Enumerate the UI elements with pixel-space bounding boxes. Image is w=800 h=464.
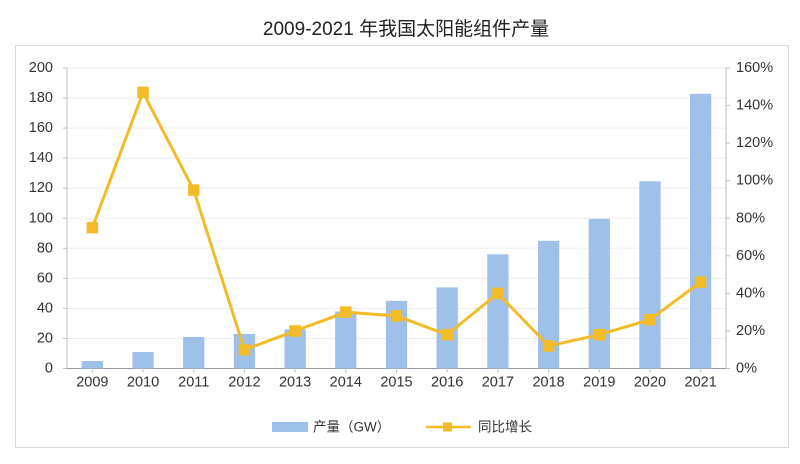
svg-text:80%: 80% [736,210,765,226]
svg-text:200: 200 [29,60,53,76]
svg-text:60: 60 [37,270,53,286]
svg-text:2009: 2009 [76,375,108,391]
svg-text:180: 180 [29,90,53,106]
svg-text:2015: 2015 [380,375,412,391]
svg-text:产量（GW）: 产量（GW） [313,420,390,435]
svg-text:40: 40 [37,300,53,316]
svg-text:140: 140 [29,150,53,166]
svg-text:160%: 160% [736,60,773,76]
svg-text:2016: 2016 [431,375,463,391]
svg-text:60%: 60% [736,248,765,264]
svg-text:2018: 2018 [532,375,564,391]
svg-text:120%: 120% [736,135,773,151]
svg-text:0: 0 [45,361,53,377]
svg-text:2017: 2017 [482,375,514,391]
svg-text:100: 100 [29,210,53,226]
svg-text:0%: 0% [736,361,757,377]
svg-text:80: 80 [37,240,53,256]
svg-text:40%: 40% [736,285,765,301]
svg-text:2014: 2014 [330,375,362,391]
svg-text:20: 20 [37,330,53,346]
svg-text:2020: 2020 [634,375,666,391]
svg-text:160: 160 [29,120,53,136]
svg-text:2021: 2021 [685,375,717,391]
svg-text:同比增长: 同比增长 [478,420,532,435]
svg-text:120: 120 [29,180,53,196]
svg-text:2013: 2013 [279,375,311,391]
svg-text:100%: 100% [736,173,773,189]
svg-text:140%: 140% [736,98,773,114]
svg-text:2010: 2010 [127,375,159,391]
svg-text:20%: 20% [736,323,765,339]
svg-text:2011: 2011 [178,375,209,391]
svg-text:2019: 2019 [583,375,615,391]
svg-text:2012: 2012 [228,375,260,391]
